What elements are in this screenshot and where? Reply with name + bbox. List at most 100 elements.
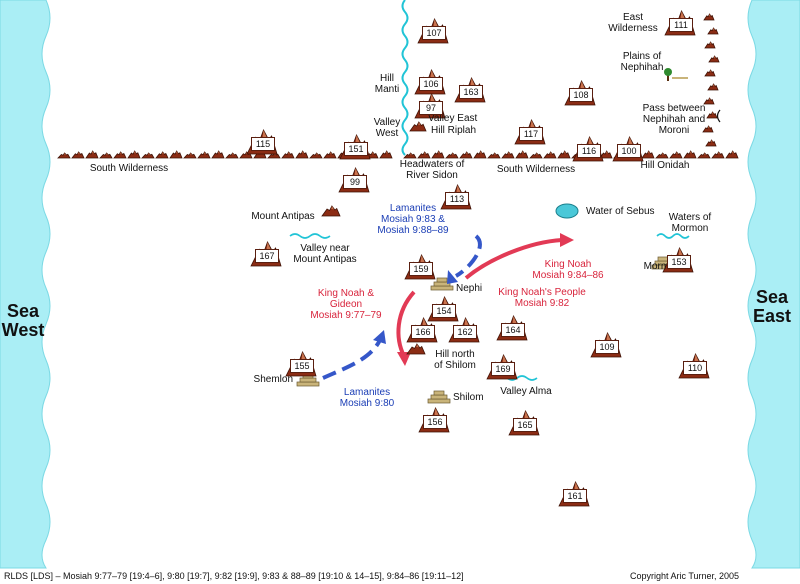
waters-of-mormon-label: Waters of Mormon — [668, 212, 712, 234]
city-shilom-icon — [427, 390, 451, 404]
range-peak — [445, 152, 459, 159]
range-peak — [71, 151, 85, 159]
city-nephi-icon — [430, 277, 454, 291]
range-peak — [557, 150, 571, 159]
hill-number-163: 163 — [459, 85, 483, 99]
hill-number-110: 110 — [683, 361, 707, 375]
range-peak — [197, 151, 211, 159]
range-peak — [683, 150, 697, 159]
pass-peak — [707, 27, 719, 35]
hill-number-161: 161 — [563, 489, 587, 503]
hill-number-116: 116 — [577, 144, 601, 158]
mormon-label: Mormon — [643, 261, 681, 272]
south-wilderness-east-label: South Wilderness — [496, 164, 576, 175]
hill-number-99: 99 — [343, 175, 367, 189]
pass-peak — [703, 97, 715, 105]
water-of-sebus-label: Water of Sebus — [586, 206, 655, 217]
route-king-noah-head — [560, 233, 574, 247]
hill-number-154: 154 — [432, 304, 456, 318]
route-king-noah-and-gideon — [396, 290, 416, 357]
tree-icon — [664, 68, 688, 81]
route-lamanites-80-head — [373, 330, 386, 344]
range-peak — [169, 150, 183, 159]
range-peak — [697, 152, 711, 159]
sea-east-label: Sea East — [752, 287, 792, 326]
shilom-label: Shilom — [453, 392, 484, 403]
hill-number-108: 108 — [569, 88, 593, 102]
route-king-noah — [464, 238, 563, 280]
sea-west-water — [0, 0, 51, 569]
range-peak — [431, 150, 445, 159]
hill-number-153: 153 — [667, 255, 691, 269]
range-peak — [543, 151, 557, 159]
range-peak — [323, 151, 337, 159]
pass-peak — [704, 41, 716, 49]
hill-number-106: 106 — [419, 77, 443, 91]
river-sidon — [401, 0, 409, 156]
event-king-noah-84-label: King Noah Mosiah 9:84–86 — [532, 259, 604, 281]
route-lamanites-83-head — [447, 270, 458, 284]
range-peak — [309, 152, 323, 159]
waters-valley-near-antipas — [289, 233, 331, 239]
range-peak — [379, 150, 393, 159]
range-peak — [127, 150, 141, 159]
range-peak — [417, 151, 431, 159]
hill-north-of-shilom-peak — [406, 343, 426, 355]
hill-number-97: 97 — [419, 101, 443, 115]
valley-near-mount-antipas-label: Valley near Mount Antipas — [293, 243, 357, 265]
water-of-sebus-lake — [555, 203, 579, 219]
hill-number-164: 164 — [501, 323, 525, 337]
hill-number-151: 151 — [344, 142, 368, 156]
hill-number-155: 155 — [290, 359, 314, 373]
hill-number-113: 113 — [445, 192, 469, 206]
hill-number-165: 165 — [513, 418, 537, 432]
hill-number-156: 156 — [423, 415, 447, 429]
hill-number-109: 109 — [595, 340, 619, 354]
range-peak — [487, 152, 501, 159]
valley-west-label: Valley West — [373, 117, 401, 139]
range-peak — [725, 150, 739, 159]
range-peak — [57, 152, 71, 159]
event-lamanites-83-label: Lamanites Mosiah 9:83 & Mosiah 9:88–89 — [377, 203, 449, 236]
south-wilderness-west-label: South Wilderness — [89, 163, 169, 174]
pass-peak — [705, 139, 717, 147]
hill-manti-label: Hill Manti — [374, 73, 400, 95]
hill-number-162: 162 — [453, 325, 477, 339]
hill-riplah-label: Hill Riplah — [431, 125, 477, 136]
range-peak — [515, 150, 529, 159]
pass-peak — [702, 125, 714, 133]
hill-number-169: 169 — [491, 362, 515, 376]
range-peak — [641, 150, 655, 159]
range-peak — [529, 152, 543, 159]
hill-number-117: 117 — [519, 127, 543, 141]
sea-west-label: Sea West — [1, 301, 45, 340]
route-lamanites-83 — [454, 234, 482, 278]
hill-number-166: 166 — [411, 325, 435, 339]
range-peak — [669, 151, 683, 159]
footer-copyright: Copyright Aric Turner, 2005 — [630, 571, 740, 581]
range-peak — [211, 150, 225, 159]
range-peak — [99, 152, 113, 159]
event-king-noahs-people-label: King Noah's People Mosiah 9:82 — [498, 287, 586, 309]
pass-peak — [703, 13, 715, 21]
pass-peak — [707, 83, 719, 91]
waters-of-mormon-mark — [656, 233, 690, 239]
range-peak — [501, 151, 515, 159]
hill-onidah-label: Hill Onidah — [640, 160, 690, 171]
hill-number-167: 167 — [255, 249, 279, 263]
hill-north-of-shilom-label: Hill north of Shilom — [434, 349, 476, 371]
route-king-noah-and-gideon-head — [397, 352, 411, 366]
pass-peak — [708, 55, 720, 63]
event-king-noah-gideon-label: King Noah & Gideon Mosiah 9:77–79 — [310, 288, 382, 321]
hill-number-115: 115 — [251, 137, 275, 151]
range-peak — [113, 151, 127, 159]
mount-antipas-peak — [321, 205, 341, 217]
range-peak — [85, 150, 99, 159]
valley-alma-label: Valley Alma — [500, 386, 552, 397]
range-peak — [459, 151, 473, 159]
hill-number-159: 159 — [409, 262, 433, 276]
sea-east-water — [747, 0, 800, 569]
range-peak — [295, 150, 309, 159]
